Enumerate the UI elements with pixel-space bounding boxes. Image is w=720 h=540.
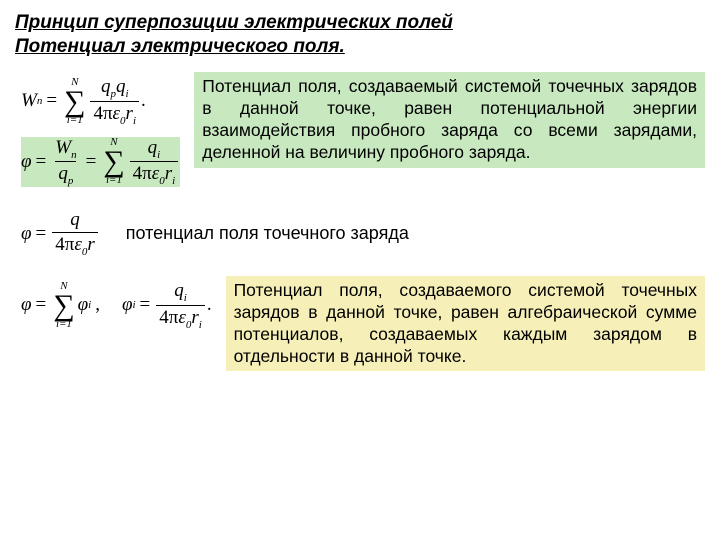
block2-text: потенциал поля точечного заряда <box>126 223 409 244</box>
block1-formulas: Wп = N ∑ i=1 qpqi 4πε0ri . φ= Wп qp <box>15 72 186 191</box>
block3-text: Потенциал поля, создаваемого системой то… <box>226 276 705 372</box>
title-line-1: Принцип суперпозиции электрических полей <box>15 12 705 34</box>
block-3: φ= N ∑ i=1 φi, φi= qi 4πε0ri . Потенциал… <box>15 276 705 372</box>
block-2: φ= q 4πε0r потенциал поля точечного заря… <box>15 205 705 262</box>
formula-Wp: Wп = N ∑ i=1 qpqi 4πε0ri . <box>21 76 180 127</box>
title-line-2: Потенциал электрического поля. <box>15 36 705 58</box>
formula-phi-sum: φ= N ∑ i=1 φi, φi= qi 4πε0ri . <box>15 276 218 335</box>
block-1: Wп = N ∑ i=1 qpqi 4πε0ri . φ= Wп qp <box>15 72 705 191</box>
formula-point-charge: φ= q 4πε0r <box>15 205 106 262</box>
formula-phi-system: φ= Wп qp = N ∑ i=1 qi 4πε0ri <box>21 137 180 188</box>
block1-text: Потенциал поля, создаваемый системой точ… <box>194 72 705 168</box>
